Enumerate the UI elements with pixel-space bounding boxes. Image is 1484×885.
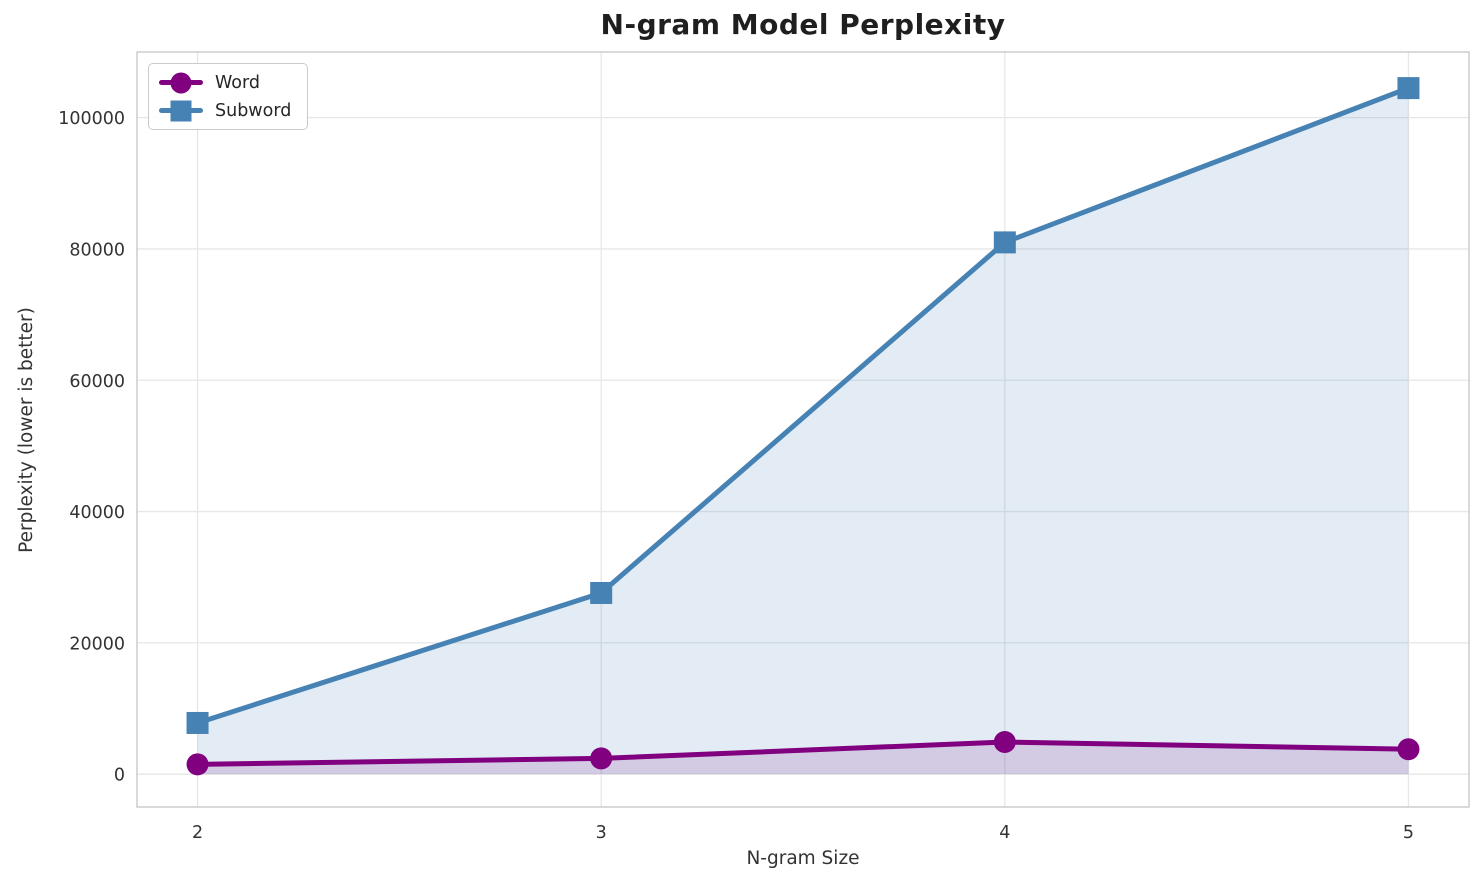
y-tick-label: 100000: [58, 109, 125, 129]
x-tick-label: 3: [596, 823, 607, 843]
y-tick-label: 60000: [69, 372, 125, 392]
subword-series-marker-icon: [159, 99, 203, 123]
y-tick-label: 80000: [69, 240, 125, 260]
x-tick-label: 5: [1403, 823, 1414, 843]
y-tick-label: 40000: [69, 503, 125, 523]
y-axis-label: Perplexity (lower is better): [16, 307, 37, 553]
plot-area: [137, 52, 1469, 807]
legend-label-word: Word: [215, 72, 260, 93]
data-point-word: [590, 747, 613, 770]
circle-marker-icon: [170, 72, 192, 93]
x-axis-label: N-gram Size: [746, 848, 860, 869]
y-tick-label: 0: [114, 766, 125, 786]
data-point-word: [1397, 738, 1420, 761]
area-fill-word: [197, 742, 1409, 775]
legend-item-word: Word: [159, 70, 291, 95]
data-point-word: [186, 753, 209, 776]
series-line-word: [195, 739, 1411, 767]
legend: Word Subword: [148, 63, 309, 130]
data-point-word: [993, 731, 1016, 754]
plot-frame: [136, 51, 1470, 808]
x-tick-label: 2: [192, 823, 203, 843]
data-point-subword: [186, 711, 209, 734]
data-point-subword: [1397, 77, 1420, 100]
series-line-subword: [195, 85, 1411, 726]
data-point-subword: [993, 231, 1016, 254]
chart-title: N-gram Model Perplexity: [600, 8, 1006, 41]
legend-label-subword: Subword: [215, 100, 292, 121]
legend-item-subword: Subword: [159, 98, 291, 123]
square-marker-icon: [170, 100, 192, 121]
data-point-subword: [590, 581, 613, 604]
area-fill-subword: [197, 88, 1409, 775]
word-series-marker-icon: [159, 71, 203, 95]
x-tick-label: 4: [999, 823, 1010, 843]
y-tick-label: 20000: [69, 634, 125, 654]
